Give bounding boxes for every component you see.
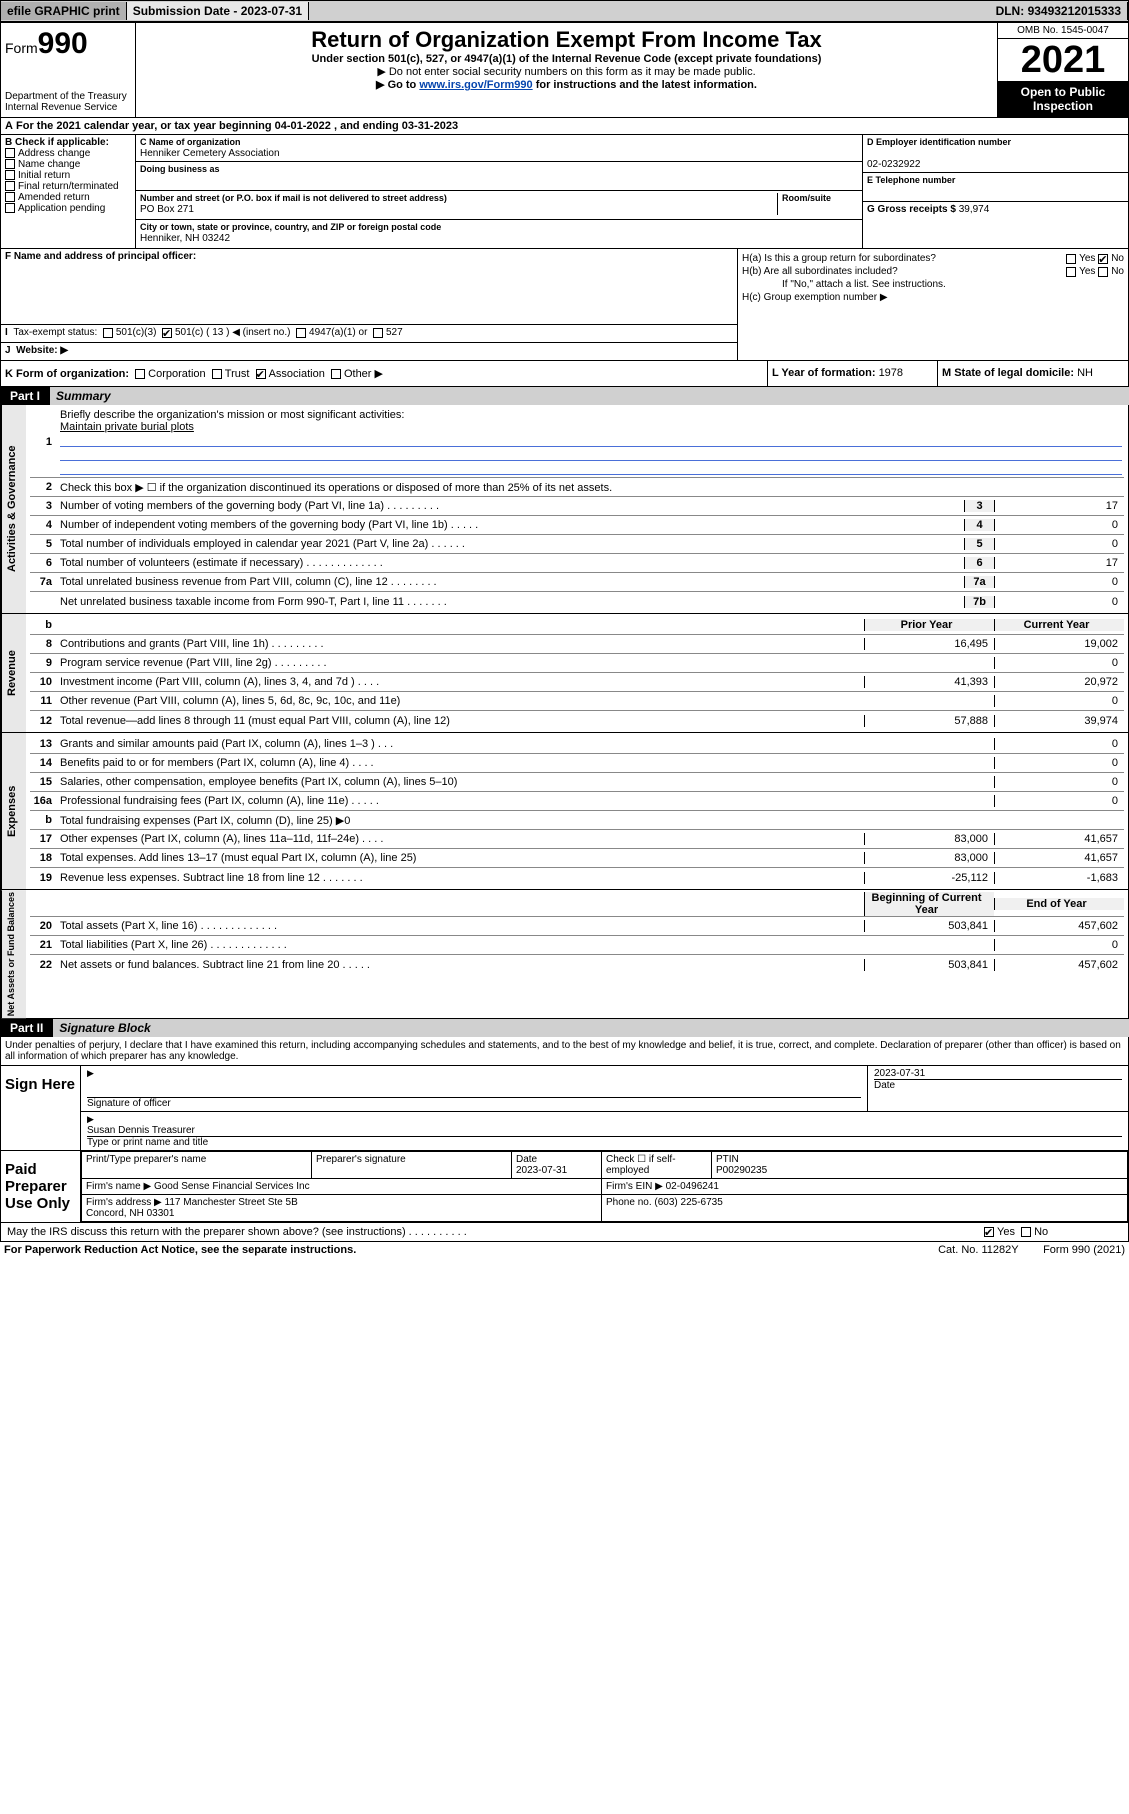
cb-amended[interactable]: Amended return bbox=[18, 192, 90, 203]
summary-line: 13Grants and similar amounts paid (Part … bbox=[30, 735, 1124, 754]
part-i-header: Part I Summary bbox=[0, 387, 1129, 405]
summary-line: 3Number of voting members of the governi… bbox=[30, 497, 1124, 516]
form-header: Form990 Department of the Treasury Inter… bbox=[0, 22, 1129, 118]
cb-501c3[interactable]: 501(c)(3) bbox=[116, 327, 157, 338]
line-a: A For the 2021 calendar year, or tax yea… bbox=[0, 118, 1129, 135]
summary-line: 22Net assets or fund balances. Subtract … bbox=[30, 955, 1124, 974]
col-prior-year: Prior Year bbox=[864, 619, 994, 631]
summary-line: 4Number of independent voting members of… bbox=[30, 516, 1124, 535]
section-klm: K Form of organization: Corporation Trus… bbox=[0, 361, 1129, 387]
firm-phone: (603) 225-6735 bbox=[654, 1197, 722, 1208]
summary-governance: Activities & Governance 1Briefly describ… bbox=[0, 405, 1129, 614]
penalties-text: Under penalties of perjury, I declare th… bbox=[0, 1037, 1129, 1065]
cb-address-change[interactable]: Address change bbox=[18, 148, 90, 159]
gross-receipts: 39,974 bbox=[959, 204, 990, 215]
col-begin-year: Beginning of Current Year bbox=[864, 892, 994, 916]
summary-line: 16aProfessional fundraising fees (Part I… bbox=[30, 792, 1124, 811]
part-ii-header: Part II Signature Block bbox=[0, 1019, 1129, 1037]
summary-line: 9Program service revenue (Part VIII, lin… bbox=[30, 654, 1124, 673]
firm-name: Good Sense Financial Services Inc bbox=[154, 1181, 310, 1192]
ptin: P00290235 bbox=[716, 1165, 767, 1176]
page-footer: For Paperwork Reduction Act Notice, see … bbox=[0, 1242, 1129, 1258]
mission-text: Maintain private burial plots bbox=[60, 421, 194, 433]
ein: 02-0232922 bbox=[867, 159, 920, 170]
irs-link[interactable]: www.irs.gov/Form990 bbox=[419, 79, 532, 91]
summary-expenses: Expenses 13Grants and similar amounts pa… bbox=[0, 733, 1129, 890]
summary-line: 21Total liabilities (Part X, line 26) . … bbox=[30, 936, 1124, 955]
form-subtitle: Under section 501(c), 527, or 4947(a)(1)… bbox=[142, 53, 991, 65]
street-address: PO Box 271 bbox=[140, 204, 194, 215]
open-public-badge: Open to Public Inspection bbox=[998, 81, 1128, 117]
section-deg: D Employer identification number 02-0232… bbox=[863, 135, 1128, 248]
sig-date: 2023-07-31 bbox=[874, 1068, 1122, 1079]
section-b: B Check if applicable: Address change Na… bbox=[1, 135, 136, 248]
cb-assoc[interactable]: Association bbox=[269, 368, 325, 380]
summary-line: 7aTotal unrelated business revenue from … bbox=[30, 573, 1124, 592]
dln: DLN: 93493212015333 bbox=[990, 2, 1128, 20]
section-fh: F Name and address of principal officer:… bbox=[0, 249, 1129, 361]
summary-line: 15Salaries, other compensation, employee… bbox=[30, 773, 1124, 792]
instruction-1: ▶ Do not enter social security numbers o… bbox=[142, 65, 991, 78]
form-title: Return of Organization Exempt From Incom… bbox=[142, 27, 991, 53]
omb-number: OMB No. 1545-0047 bbox=[998, 23, 1128, 39]
section-bcd: B Check if applicable: Address change Na… bbox=[0, 135, 1129, 249]
summary-line: Net unrelated business taxable income fr… bbox=[30, 592, 1124, 611]
website-label: Website: ▶ bbox=[16, 345, 68, 356]
may-irs-discuss: May the IRS discuss this return with the… bbox=[0, 1223, 1129, 1242]
cb-527[interactable]: 527 bbox=[386, 327, 403, 338]
summary-line: 11Other revenue (Part VIII, column (A), … bbox=[30, 692, 1124, 711]
summary-line: 20Total assets (Part X, line 16) . . . .… bbox=[30, 917, 1124, 936]
summary-line: 10Investment income (Part VIII, column (… bbox=[30, 673, 1124, 692]
org-name: Henniker Cemetery Association bbox=[140, 148, 280, 159]
cb-trust[interactable]: Trust bbox=[225, 368, 250, 380]
cb-name-change[interactable]: Name change bbox=[18, 159, 80, 170]
efile-print-button[interactable]: efile GRAPHIC print bbox=[1, 2, 127, 20]
form-number: Form990 bbox=[5, 27, 131, 61]
tab-revenue: Revenue bbox=[1, 614, 26, 732]
summary-line: 12Total revenue—add lines 8 through 11 (… bbox=[30, 711, 1124, 730]
cb-app-pending[interactable]: Application pending bbox=[18, 203, 105, 214]
preparer-table: Print/Type preparer's name Preparer's si… bbox=[81, 1151, 1128, 1222]
submission-date: Submission Date - 2023-07-31 bbox=[127, 2, 309, 20]
officer-name: Susan Dennis Treasurer bbox=[87, 1125, 1122, 1136]
sig-officer-label: Signature of officer bbox=[87, 1097, 861, 1109]
cb-4947[interactable]: 4947(a)(1) or bbox=[309, 327, 367, 338]
paid-preparer-block: Paid Preparer Use Only Print/Type prepar… bbox=[0, 1151, 1129, 1223]
firm-ein: 02-0496241 bbox=[666, 1181, 719, 1192]
summary-line: bTotal fundraising expenses (Part IX, co… bbox=[30, 811, 1124, 830]
tab-governance: Activities & Governance bbox=[1, 405, 26, 613]
section-c: C Name of organization Henniker Cemetery… bbox=[136, 135, 863, 248]
instruction-2: ▶ Go to www.irs.gov/Form990 for instruct… bbox=[142, 78, 991, 91]
summary-line: 17Other expenses (Part IX, column (A), l… bbox=[30, 830, 1124, 849]
tab-expenses: Expenses bbox=[1, 733, 26, 889]
dept-treasury: Department of the Treasury Internal Reve… bbox=[5, 91, 131, 113]
summary-revenue: Revenue b Prior Year Current Year 8Contr… bbox=[0, 614, 1129, 733]
summary-netassets: Net Assets or Fund Balances Beginning of… bbox=[0, 890, 1129, 1019]
city-state-zip: Henniker, NH 03242 bbox=[140, 233, 230, 244]
tax-year: 2021 bbox=[998, 39, 1128, 81]
summary-line: 8Contributions and grants (Part VIII, li… bbox=[30, 635, 1124, 654]
sign-here-block: Sign Here Signature of officer 2023-07-3… bbox=[0, 1065, 1129, 1151]
col-current-year: Current Year bbox=[994, 619, 1124, 631]
summary-line: 14Benefits paid to or for members (Part … bbox=[30, 754, 1124, 773]
summary-line: 6Total number of volunteers (estimate if… bbox=[30, 554, 1124, 573]
col-end-year: End of Year bbox=[994, 898, 1124, 910]
section-h: H(a) Is this a group return for subordin… bbox=[738, 249, 1128, 360]
cb-other[interactable]: Other ▶ bbox=[344, 368, 383, 380]
top-bar: efile GRAPHIC print Submission Date - 20… bbox=[0, 0, 1129, 22]
cb-initial-return[interactable]: Initial return bbox=[18, 170, 70, 181]
section-f: F Name and address of principal officer:… bbox=[1, 249, 738, 360]
cb-corp[interactable]: Corporation bbox=[148, 368, 205, 380]
summary-line: 19Revenue less expenses. Subtract line 1… bbox=[30, 868, 1124, 887]
year-formation: 1978 bbox=[879, 367, 903, 379]
state-domicile: NH bbox=[1077, 367, 1093, 379]
cb-final-return[interactable]: Final return/terminated bbox=[18, 181, 119, 192]
summary-line: 18Total expenses. Add lines 13–17 (must … bbox=[30, 849, 1124, 868]
summary-line: 5Total number of individuals employed in… bbox=[30, 535, 1124, 554]
cb-501c[interactable]: 501(c) ( 13 ) ◀ (insert no.) bbox=[175, 327, 291, 338]
tab-netassets: Net Assets or Fund Balances bbox=[1, 890, 26, 1018]
